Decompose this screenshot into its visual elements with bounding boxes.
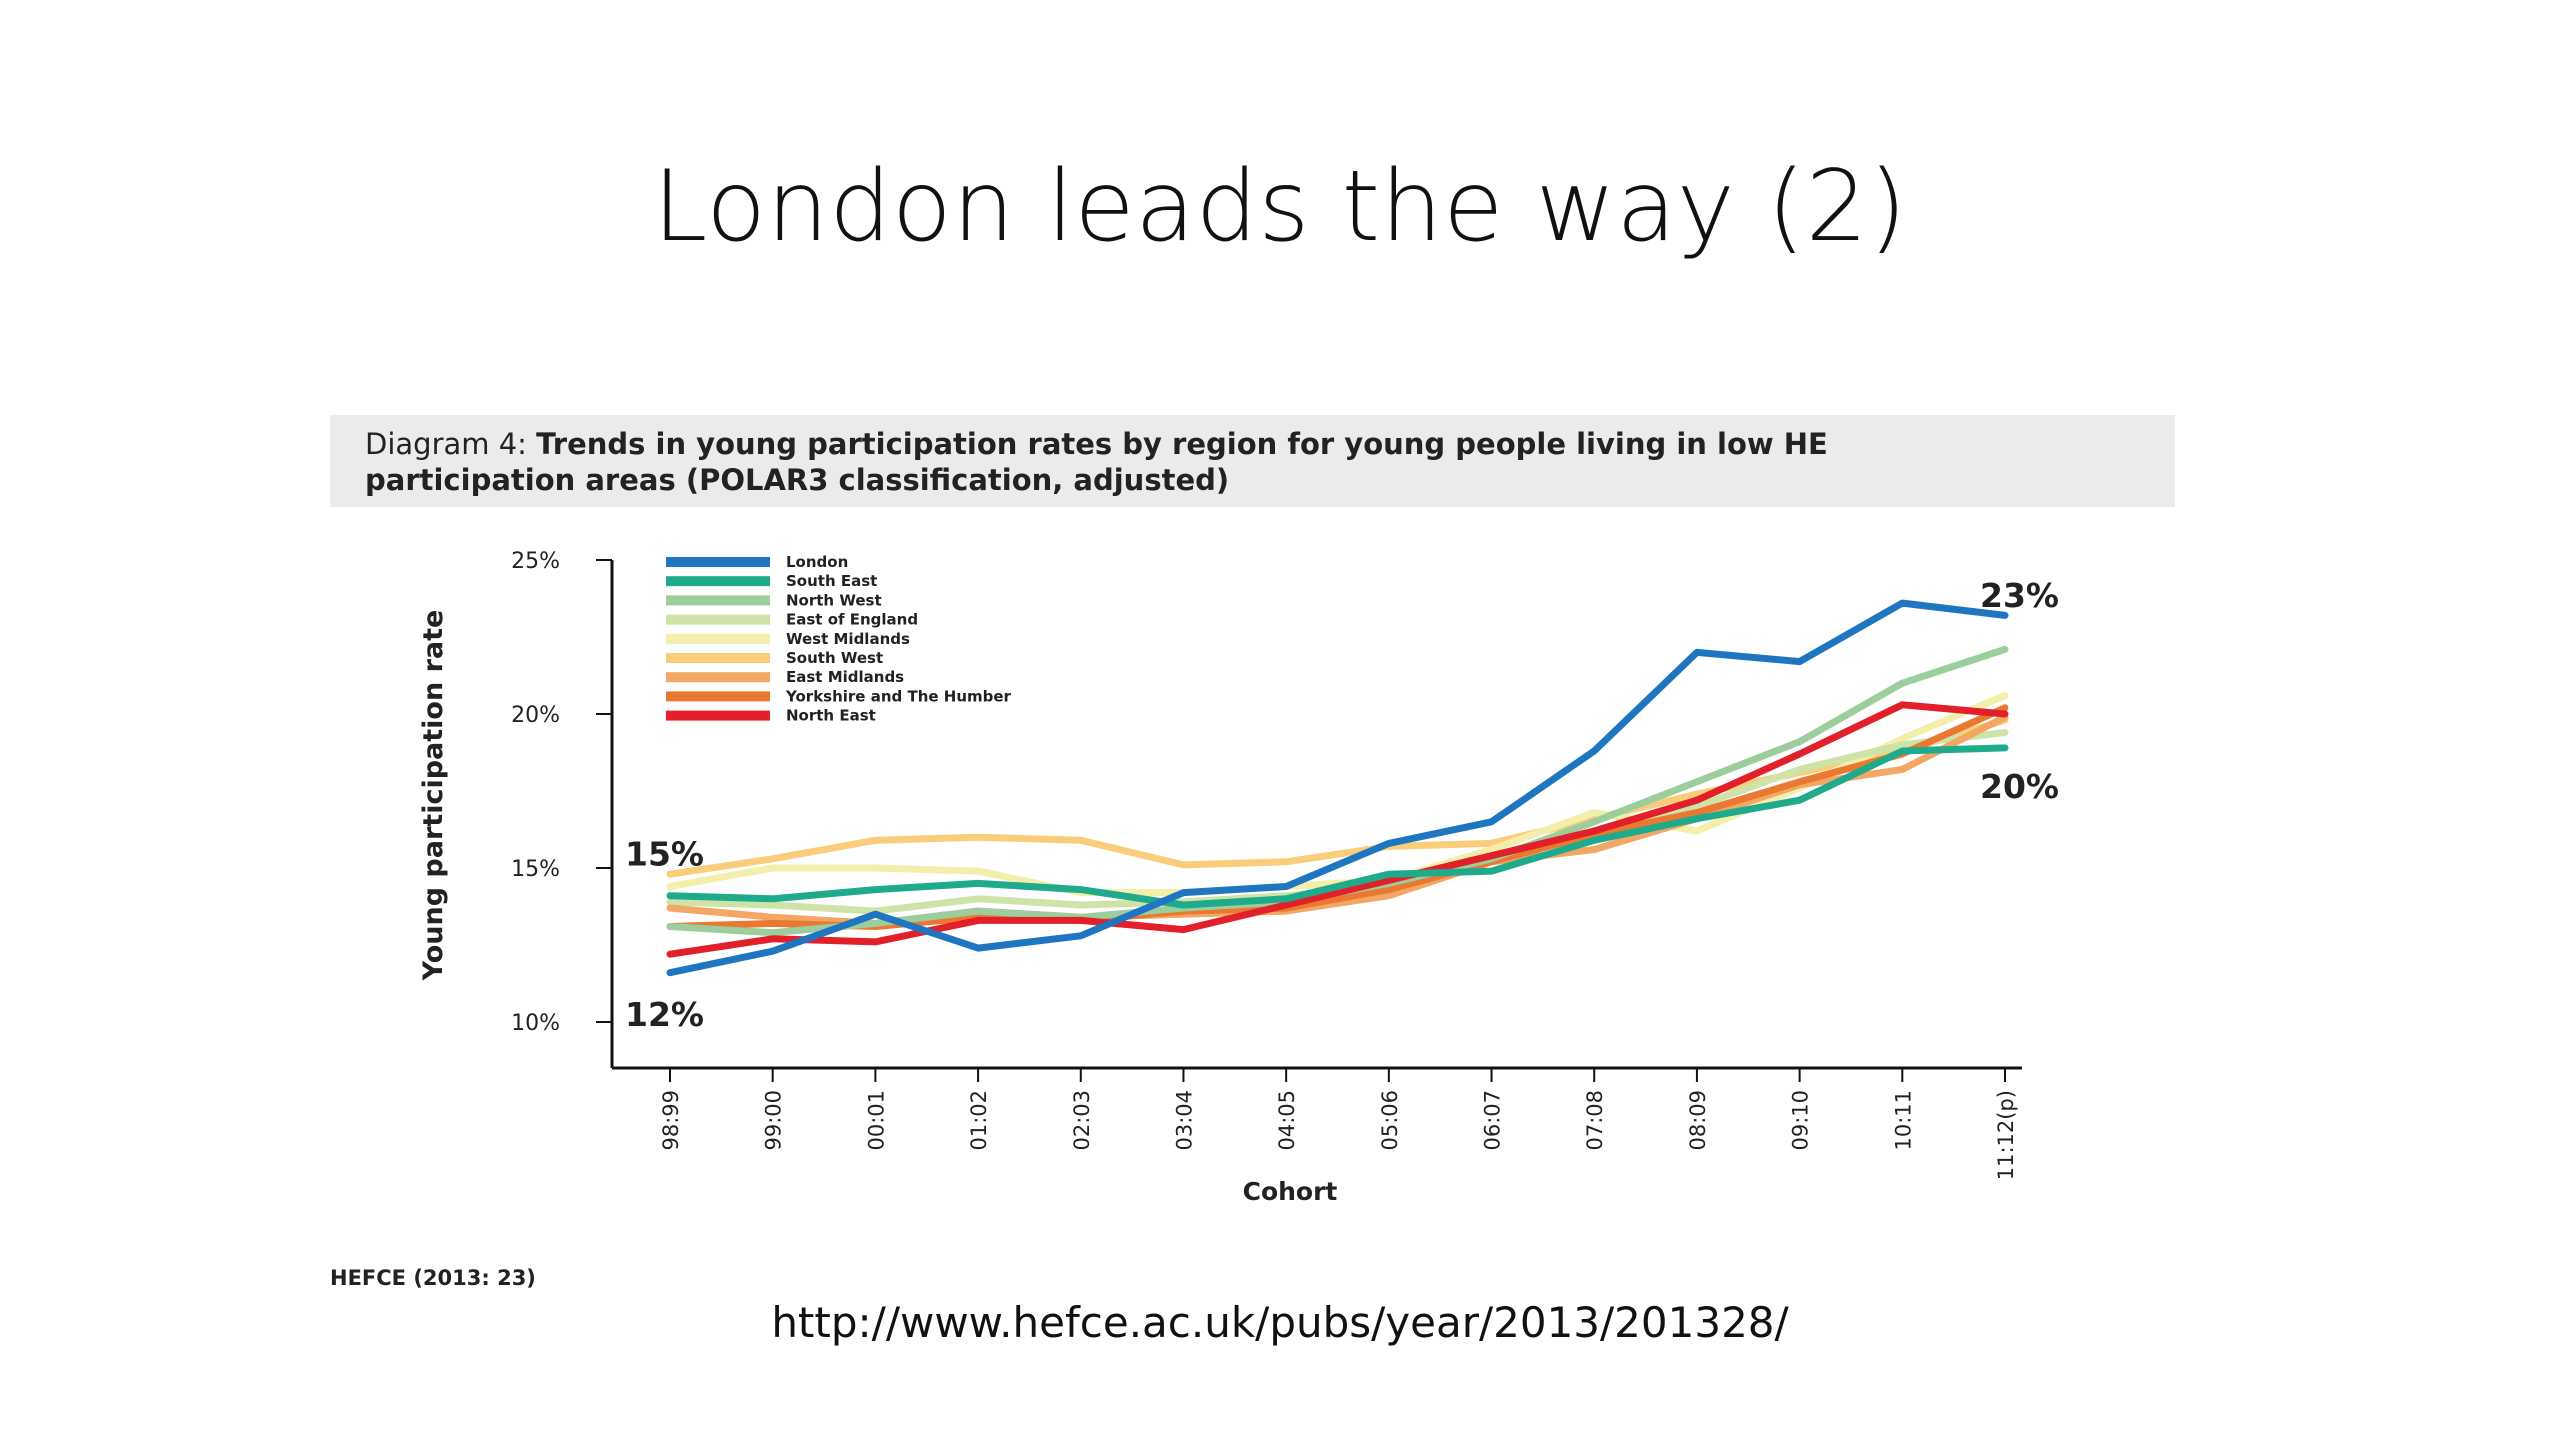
legend-label: Yorkshire and The Humber: [785, 687, 1012, 705]
legend-swatch: [666, 557, 770, 567]
series-line-yorkshire-and-the-humber: [666, 704, 2009, 930]
x-tick-label: 05:06: [1378, 1090, 1402, 1151]
x-tick-label: 99:00: [762, 1090, 786, 1151]
series-line-north-east: [666, 701, 2009, 958]
x-ticks: 98:99 99:00 00:01 01:02 02:03 03:04 04:05 05:06…: [659, 1068, 2018, 1180]
legend-label: London: [786, 553, 848, 571]
legend-swatch: [666, 653, 770, 663]
y-tick-label: 15%: [511, 857, 560, 882]
slide-title: London leads the way (2): [652, 150, 1908, 264]
legend-label: East of England: [786, 611, 918, 629]
legend-swatch: [666, 710, 770, 721]
x-tick-label: 02:03: [1070, 1090, 1094, 1151]
x-tick-label: 11:12(p): [1994, 1090, 2018, 1180]
x-tick-label: 07:08: [1583, 1090, 1607, 1151]
x-tick-label: 10:11: [1891, 1090, 1915, 1151]
legend-label: North West: [786, 591, 882, 609]
x-tick-label: 06:07: [1481, 1090, 1505, 1151]
x-tick-label: 03:04: [1172, 1090, 1196, 1151]
x-tick-label: 08:09: [1686, 1090, 1710, 1151]
x-axis-label: Cohort: [1243, 1177, 1338, 1206]
y-tick-label: 20%: [511, 703, 560, 728]
annotation-label: 15%: [625, 835, 704, 874]
legend-label: North East: [786, 707, 876, 725]
annotations: 15% 12% 23% 20%: [625, 576, 2059, 1034]
legend-swatch: [666, 595, 770, 606]
y-axis-label: Young participation rate: [418, 610, 449, 982]
legend-label: South East: [786, 572, 877, 590]
legend-label: South West: [786, 649, 883, 667]
series-line-london: [666, 599, 2009, 977]
x-tick-label: 98:99: [659, 1090, 683, 1151]
source-url[interactable]: http://www.hefce.ac.uk/pubs/year/2013/20…: [771, 1298, 1789, 1347]
legend-swatch: [666, 672, 770, 683]
annotation-label: 23%: [1980, 576, 2059, 615]
chart-title-prefix: Diagram 4:: [365, 427, 536, 461]
y-ticks: 10% 15% 20% 25%: [511, 549, 612, 1036]
x-tick-label: 04:05: [1275, 1090, 1299, 1151]
y-tick-label: 25%: [511, 549, 560, 574]
annotation-label: 20%: [1980, 767, 2059, 806]
legend-label: West Midlands: [786, 630, 910, 648]
series-group: [666, 599, 2009, 977]
annotation-label: 12%: [625, 995, 704, 1034]
legend-swatch: [666, 576, 770, 587]
x-tick-label: 01:02: [967, 1090, 991, 1151]
series-line-south-east: [666, 744, 2009, 909]
x-tick-label: 00:01: [864, 1090, 888, 1151]
legend-swatch: [666, 633, 770, 644]
chart-title-band: [330, 415, 2175, 507]
chart-title-main: Trends in young participation rates by r…: [536, 427, 1828, 461]
legend-swatch: [666, 614, 770, 625]
legend-label: East Midlands: [786, 668, 904, 686]
chart-title-line2: participation areas (POLAR3 classificati…: [365, 463, 1229, 497]
y-tick-label: 10%: [511, 1011, 560, 1036]
chart-title-line1: Diagram 4: Trends in young participation…: [365, 427, 1828, 461]
legend-swatch: [666, 691, 770, 702]
chart-source: HEFCE (2013: 23): [330, 1266, 536, 1290]
x-tick-label: 09:10: [1789, 1090, 1813, 1151]
